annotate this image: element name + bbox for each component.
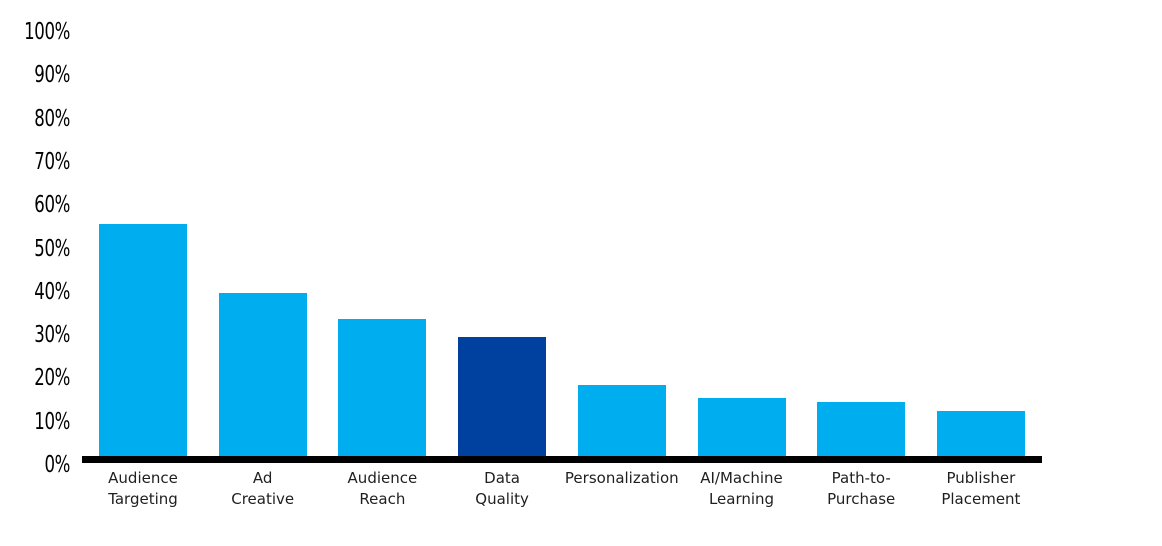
- y-tick-label-30: 30%: [34, 322, 70, 349]
- bar-ad-creative: [218, 293, 307, 463]
- y-tick-label-80: 80%: [34, 105, 70, 132]
- y-tick-label-10: 10%: [34, 408, 70, 435]
- x-label-path-to-purchase: Path-to- Purchase: [827, 469, 896, 508]
- y-tick-label-90: 90%: [34, 62, 70, 89]
- bar-path-to-purchase: [817, 402, 906, 463]
- x-label-personalization: Personalization: [564, 469, 679, 487]
- y-tick-label-50: 50%: [34, 235, 70, 262]
- y-tick-label-40: 40%: [34, 278, 70, 305]
- x-label-publisher-placement: Publisher Placement: [941, 469, 1021, 508]
- bar-ai-machine-learning: [697, 397, 786, 463]
- y-tick-label-0: 0%: [44, 452, 70, 478]
- x-label-data-quality: Data Quality: [475, 469, 529, 508]
- y-tick-label-20: 20%: [34, 365, 70, 392]
- y-tick-label-100: 100%: [24, 19, 70, 45]
- bar-data-quality: [458, 336, 547, 463]
- y-tick-label-60: 60%: [34, 192, 70, 219]
- bar-publisher-placement: [936, 410, 1025, 463]
- x-label-audience-targeting: Audience Targeting: [108, 469, 178, 508]
- x-axis-line: [82, 456, 1042, 463]
- x-label-ai-machine-learning: AI/Machine Learning: [700, 469, 783, 508]
- bar-audience-reach: [338, 319, 427, 463]
- y-tick-label-70: 70%: [34, 148, 70, 175]
- bar-personalization: [577, 384, 666, 463]
- bar-audience-targeting: [99, 223, 187, 463]
- x-label-audience-reach: Audience Reach: [347, 469, 418, 508]
- x-label-ad-creative: Ad Creative: [231, 469, 295, 508]
